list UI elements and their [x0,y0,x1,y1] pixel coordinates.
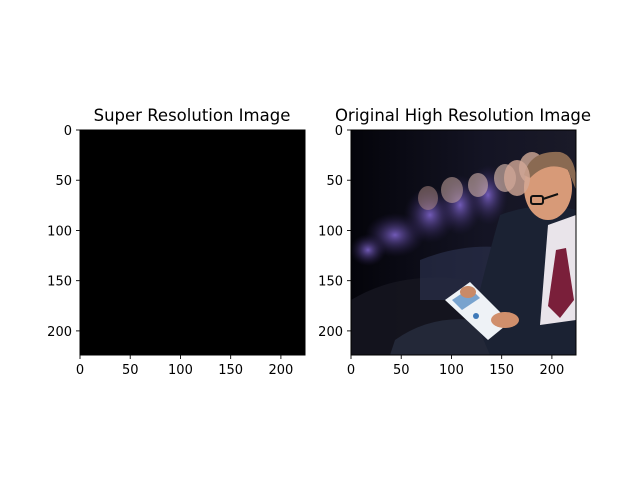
x-tick-label: 100 [439,363,464,378]
axes-ticks: 0 50 100 150 200 0 50 100 150 200 [318,124,564,378]
y-tick-label: 200 [318,325,343,340]
y-tick-label: 0 [335,124,343,139]
x-tick-label: 0 [76,363,84,378]
x-tick-label: 200 [539,363,564,378]
y-tick-label: 100 [318,224,343,239]
x-tick-label: 150 [218,363,243,378]
x-tick-label: 200 [268,363,293,378]
y-tick-label: 150 [47,275,72,290]
y-tick-label: 150 [318,275,343,290]
x-tick-label: 150 [489,363,514,378]
subplot-title: Super Resolution Image [94,106,291,125]
subplot-original: Original High Resolution Image [318,106,591,378]
y-tick-label: 50 [55,174,72,189]
y-tick-label: 50 [326,174,343,189]
axes-ticks: 0 50 100 150 200 0 50 100 150 200 [47,124,293,378]
subplot-super-resolution: Super Resolution Image 0 50 100 150 200 0 50 10… [47,106,306,378]
y-tick-label: 100 [47,224,72,239]
x-tick-label: 50 [122,363,139,378]
y-tick-label: 0 [64,124,72,139]
axes-frame [79,129,306,356]
subplot-title: Original High Resolution Image [335,106,591,125]
original-high-resolution-photo [351,130,576,355]
x-tick-label: 100 [168,363,193,378]
super-resolution-image [80,130,305,355]
x-tick-label: 0 [347,363,355,378]
axes-frame [350,129,577,356]
x-tick-label: 50 [393,363,410,378]
y-tick-label: 200 [47,325,72,340]
